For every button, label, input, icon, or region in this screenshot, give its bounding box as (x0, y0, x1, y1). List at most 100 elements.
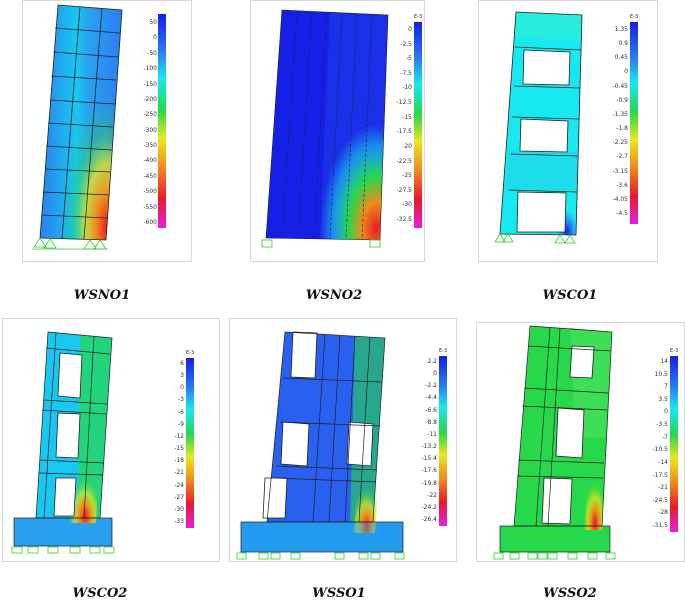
panel-wsno2: E-3 0 -2.5 -5 -7.5 -10 -12.5 -15 -17.5 -20 -22.5 -… (230, 0, 460, 310)
color-scale-bar (186, 358, 194, 528)
scale-tick-label: -33 (174, 518, 184, 525)
contour-plot-wsco1 (494, 11, 638, 244)
scale-tick-label: -12.5 (396, 99, 412, 107)
scale-tick-label: 0 (153, 34, 157, 42)
scale-tick-label: -27.5 (396, 186, 412, 194)
scale-tick-label: 14 (660, 358, 668, 365)
scale-exponent: E-3 (439, 348, 448, 354)
color-scale-ticks: 14 10.5 7 3.5 0 -3.5 -7 -10.5 -14 -17.5 -21 -24.5 -2… (652, 358, 668, 529)
contour-plot-wsso2 (493, 325, 678, 560)
scale-tick-label: -24.5 (652, 496, 668, 504)
color-scale-bar (670, 356, 678, 532)
scale-tick-label: -200 (143, 95, 157, 103)
support-icons (32, 237, 108, 250)
plot-frame (229, 318, 457, 562)
contour-plot-wsso1 (236, 331, 447, 560)
support-icons (236, 552, 405, 560)
scale-tick-label: -17.5 (652, 471, 668, 479)
scale-tick-label: -3.5 (656, 421, 668, 429)
scale-tick-label: -17.6 (421, 467, 437, 475)
scale-tick-label: -24.2 (421, 503, 437, 511)
scale-tick-label: -4.5 (616, 210, 628, 217)
scale-tick-label: 0 (433, 370, 437, 378)
scale-tick-label: -28 (658, 509, 668, 517)
caption: WSSO2 (543, 586, 597, 601)
scale-tick-label: -10.5 (652, 446, 668, 454)
scale-tick-label: -600 (143, 219, 157, 226)
plot-frame (250, 0, 425, 262)
scale-tick-label: -3.6 (616, 181, 628, 189)
scale-tick-label: -2.7 (616, 153, 628, 161)
scale-tick-label: -350 (143, 142, 157, 150)
scale-tick-label: -150 (143, 80, 157, 88)
scale-tick-label: -31.5 (652, 522, 668, 529)
window-openings (262, 331, 374, 519)
scale-tick-label: -24 (174, 481, 184, 489)
scale-exponent: E-3 (630, 14, 639, 20)
scale-tick-label: -8.8 (425, 418, 437, 426)
scale-tick-label: -100 (143, 65, 157, 73)
scale-tick-label: 0.9 (618, 40, 628, 48)
scale-exponent: E-3 (414, 14, 423, 20)
support-icons (494, 233, 576, 244)
scale-tick-label: 0 (664, 408, 668, 416)
scale-tick-label: -21 (658, 484, 668, 492)
support-icons (261, 239, 381, 248)
scale-tick-label: -4.05 (612, 195, 628, 203)
panel-wsso1: E-3 2.2 0 -2.2 -4.4 -6.6 -8.8 -11 -13.2 -15.4 -17… (225, 318, 460, 601)
scale-tick-label: -2.25 (612, 139, 628, 147)
scale-tick-label: -30 (174, 505, 184, 513)
scale-tick-label: 7 (664, 383, 668, 391)
scale-tick-label: 3 (180, 372, 184, 380)
scale-tick-label: -13.2 (421, 443, 437, 451)
scale-tick-label: 6 (180, 360, 184, 367)
panel-wsno1: 50 0 -50 -100 -150 -200 -250 -300 -350 -400 -450 -5… (0, 0, 230, 310)
window-openings (516, 49, 571, 233)
window-openings (541, 345, 595, 525)
scale-tick-label: -9 (178, 420, 184, 428)
plot-frame (22, 0, 192, 262)
support-icons (493, 552, 616, 560)
scale-tick-label: -3 (178, 396, 184, 404)
scale-tick-label: -2.5 (400, 40, 412, 48)
scale-tick-label: -11 (427, 430, 437, 438)
scale-tick-label: -500 (143, 188, 157, 196)
scale-tick-label: -7.5 (400, 69, 412, 77)
color-scale-ticks: 0 -2.5 -5 -7.5 -10 -12.5 -15 -17.5 -20 -22.5 -25 -2… (396, 26, 412, 223)
scale-tick-label: -0.9 (616, 96, 628, 104)
caption: WSSO1 (312, 586, 366, 601)
scale-tick-label: 10.5 (654, 370, 668, 378)
caption: WSCO1 (542, 288, 598, 303)
contour-plot-wsno1 (32, 4, 166, 250)
contour-plot-wsno2 (261, 9, 422, 248)
panel-wsco1: E-3 1.35 0.9 0.45 0 -0.45 -0.9 -1.35 -1.8 -2.25 -… (460, 0, 685, 310)
scale-tick-label: -14 (658, 458, 668, 466)
scale-tick-label: -27 (174, 493, 184, 501)
scale-tick-label: -22 (427, 491, 437, 499)
panel-wsco2: E-3 6 3 0 -3 -6 -9 -12 -15 -18 -21 -24 -27 -30 -33 WS… (0, 318, 225, 601)
scale-tick-label: -15 (402, 113, 412, 121)
scale-tick-label: 0 (408, 26, 412, 33)
scale-tick-label: -550 (143, 203, 157, 211)
scale-exponent: E-3 (670, 348, 679, 354)
scale-tick-label: -400 (143, 157, 157, 165)
scale-tick-label: -250 (143, 111, 157, 119)
scale-tick-label: -7 (662, 433, 668, 441)
scale-tick-label: 1.35 (614, 26, 628, 33)
scale-tick-label: -5 (406, 55, 412, 63)
scale-tick-label: -450 (143, 172, 157, 180)
scale-tick-label: -4.4 (425, 394, 437, 402)
scale-tick-label: -19.8 (421, 479, 437, 487)
scale-exponent: E-3 (186, 350, 195, 356)
scale-tick-label: -17.5 (396, 128, 412, 136)
color-scale-ticks: 1.35 0.9 0.45 0 -0.45 -0.9 -1.35 -1.8 -2.25 -2.7 -… (612, 26, 628, 217)
scale-tick-label: -15.4 (421, 455, 437, 463)
support-icons (11, 546, 115, 554)
scale-tick-label: 0 (624, 68, 628, 76)
scale-tick-label: -26.4 (421, 516, 437, 523)
caption: WSCO2 (72, 586, 128, 601)
color-scale-bar (439, 356, 447, 526)
color-scale-ticks: 2.2 0 -2.2 -4.4 -6.6 -8.8 -11 -13.2 -15.4 -17.6 -1… (421, 358, 437, 523)
color-scale-ticks: 6 3 0 -3 -6 -9 -12 -15 -18 -21 -24 -27 -30 -33 (170, 360, 184, 525)
color-scale-bar (630, 22, 638, 224)
